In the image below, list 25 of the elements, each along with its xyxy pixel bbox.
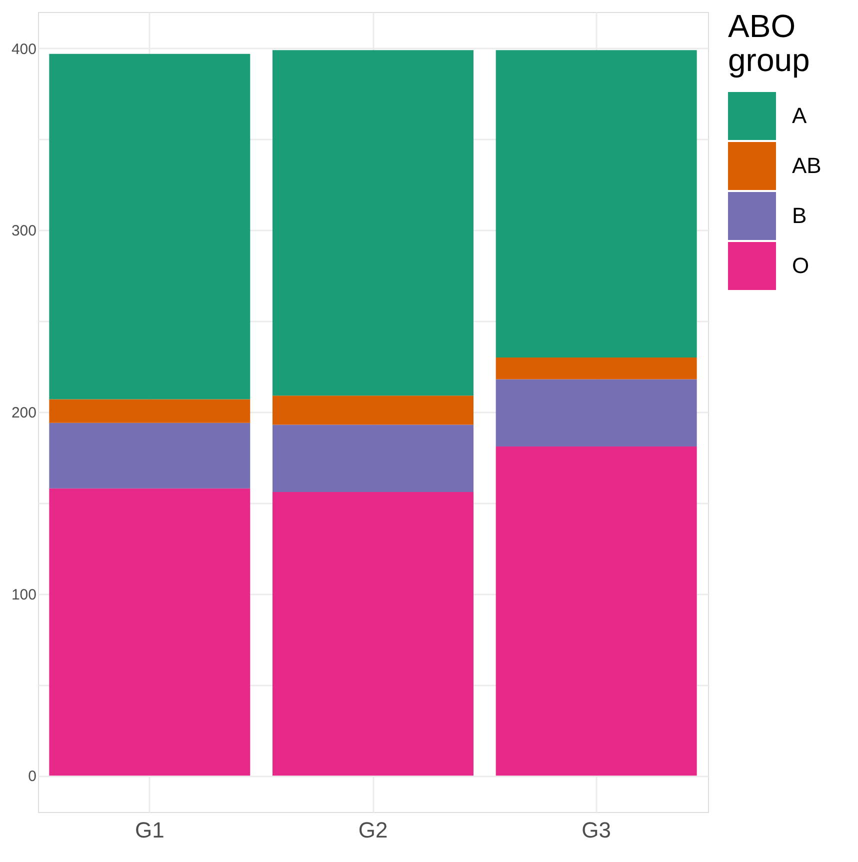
y-tick-label: 0 — [28, 768, 36, 786]
x-tick-label: G3 — [582, 818, 612, 842]
legend-label: A — [792, 103, 807, 128]
x-tick-label: G2 — [358, 818, 388, 842]
y-tick-label: 200 — [11, 404, 36, 422]
bar — [496, 379, 697, 447]
y-tick-label: 300 — [11, 222, 36, 240]
bar — [49, 422, 250, 488]
bar — [496, 446, 697, 776]
y-tick-label: 400 — [11, 40, 36, 58]
legend-title: ABO group — [728, 8, 810, 78]
bar — [49, 399, 250, 423]
y-tick-label: 100 — [11, 586, 36, 604]
bar — [272, 424, 474, 492]
bar — [49, 54, 250, 400]
bar — [496, 357, 697, 380]
bar — [272, 396, 474, 425]
legend-label: AB — [792, 153, 822, 178]
bar — [272, 492, 474, 776]
bar — [496, 50, 697, 358]
legend-label: B — [792, 203, 807, 228]
legend-label: O — [792, 253, 810, 278]
bar — [272, 50, 474, 396]
x-tick-label: G1 — [134, 818, 164, 842]
bar — [49, 488, 250, 776]
